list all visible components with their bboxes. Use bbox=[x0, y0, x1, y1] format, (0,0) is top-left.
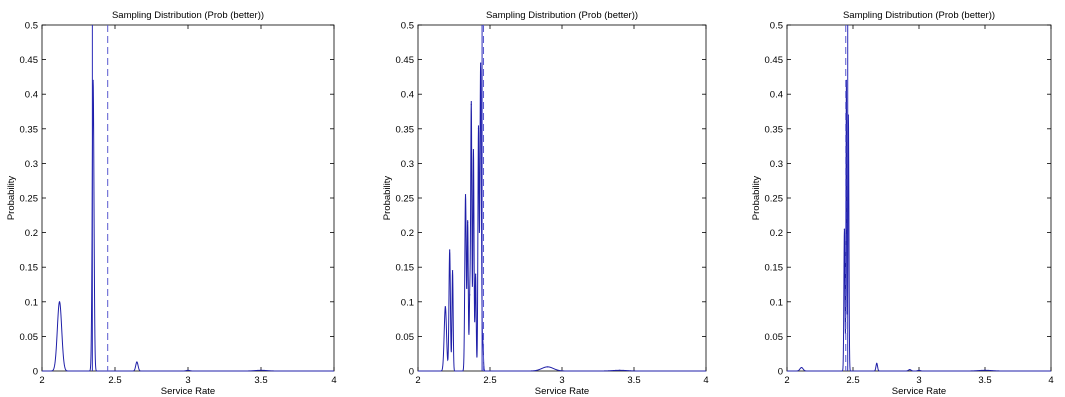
probability-curve bbox=[418, 62, 706, 372]
plot-area-frame bbox=[41, 24, 335, 372]
peak-point-7 bbox=[918, 369, 920, 371]
x-axis-label: Service Rate bbox=[892, 386, 946, 397]
y-tick-label: 0.25 bbox=[20, 194, 39, 205]
peak-point-4 bbox=[187, 369, 189, 371]
y-axis-label: Probability bbox=[6, 176, 17, 221]
x-tick-label: 2.5 bbox=[108, 375, 121, 386]
y-tick-label: 0.45 bbox=[20, 55, 39, 66]
probability-curve bbox=[787, 80, 1051, 372]
y-tick-label: 0.5 bbox=[770, 21, 783, 32]
peak-point-1 bbox=[800, 366, 803, 369]
x-tick-label: 4 bbox=[331, 375, 336, 386]
peak-point-5 bbox=[876, 362, 878, 364]
y-tick-label: 0.5 bbox=[25, 21, 38, 32]
x-tick-label: 2.5 bbox=[483, 375, 496, 386]
peak-point-14 bbox=[619, 369, 621, 371]
peak-point-7 bbox=[470, 103, 472, 106]
peak-point-11 bbox=[480, 62, 482, 64]
y-tick-label: 0.4 bbox=[770, 90, 783, 101]
peak-point-9 bbox=[475, 273, 477, 275]
peak-point-13 bbox=[547, 366, 549, 368]
y-tick-label: 0.15 bbox=[396, 263, 415, 274]
y-tick-label: 0.15 bbox=[765, 263, 784, 274]
x-tick-label: 3 bbox=[916, 375, 921, 386]
y-tick-label: 0.05 bbox=[396, 332, 415, 343]
y-tick-label: 0.2 bbox=[25, 228, 38, 239]
y-tick-label: 0.1 bbox=[770, 297, 783, 308]
y-tick-label: 0.05 bbox=[765, 332, 784, 343]
y-tick-label: 0.25 bbox=[765, 194, 784, 205]
y-axis-label: Probability bbox=[382, 176, 393, 221]
y-tick-label: 0.3 bbox=[401, 159, 414, 170]
y-tick-label: 0.3 bbox=[770, 159, 783, 170]
x-tick-label: 2 bbox=[415, 375, 420, 386]
x-tick-label: 4 bbox=[1048, 375, 1053, 386]
y-tick-label: 0.2 bbox=[770, 228, 783, 239]
y-tick-label: 0.4 bbox=[25, 90, 38, 101]
y-tick-label: 0.35 bbox=[765, 124, 784, 135]
peak-point-3 bbox=[136, 361, 138, 363]
peak-point-8 bbox=[472, 148, 475, 151]
peak-point-1 bbox=[444, 306, 446, 308]
chart-title: Sampling Distribution (Prob (better)) bbox=[486, 10, 638, 21]
x-axis-label: Service Rate bbox=[161, 386, 215, 397]
y-tick-label: 0.35 bbox=[20, 124, 39, 135]
plot-area-frame bbox=[417, 24, 707, 372]
peak-point-6 bbox=[909, 369, 911, 371]
y-tick-label: 0.1 bbox=[401, 297, 414, 308]
y-tick-label: 0.1 bbox=[25, 297, 38, 308]
x-tick-label: 3.5 bbox=[254, 375, 267, 386]
x-tick-label: 2 bbox=[39, 375, 44, 386]
x-tick-label: 2.5 bbox=[846, 375, 859, 386]
x-tick-label: 2 bbox=[784, 375, 789, 386]
peak-point-3 bbox=[451, 270, 454, 272]
peak-point-2 bbox=[449, 249, 451, 251]
chart-panel-2: Sampling Distribution (Prob (better)) Ser… bbox=[382, 10, 709, 397]
peak-point-5 bbox=[467, 221, 469, 223]
x-axis-label: Service Rate bbox=[535, 386, 589, 397]
x-tick-label: 3.5 bbox=[978, 375, 991, 386]
y-tick-label: 0 bbox=[778, 367, 783, 378]
y-axis-label: Probability bbox=[751, 176, 762, 221]
x-tick-label: 3.5 bbox=[627, 375, 640, 386]
y-tick-label: 0.2 bbox=[401, 228, 414, 239]
peak-point-4 bbox=[464, 193, 467, 196]
y-tick-label: 0.05 bbox=[20, 332, 39, 343]
peak-point-6 bbox=[469, 294, 471, 296]
chart-title: Sampling Distribution (Prob (better)) bbox=[843, 10, 995, 21]
peak-point-5 bbox=[260, 369, 262, 371]
plot-area-frame bbox=[786, 24, 1052, 372]
x-tick-label: 3 bbox=[185, 375, 190, 386]
peak-point-10 bbox=[477, 128, 480, 130]
y-tick-label: 0.5 bbox=[401, 21, 414, 32]
peak-point-8 bbox=[984, 369, 986, 371]
y-tick-label: 0.35 bbox=[396, 124, 415, 135]
probability-curve bbox=[42, 80, 334, 372]
chart-panel-3: Sampling Distribution (Prob (better)) Ser… bbox=[751, 10, 1054, 397]
y-tick-label: 0 bbox=[33, 367, 38, 378]
y-tick-label: 0 bbox=[409, 367, 414, 378]
y-tick-label: 0.45 bbox=[765, 55, 784, 66]
peak-point-2 bbox=[843, 228, 846, 230]
x-tick-label: 4 bbox=[703, 375, 708, 386]
chart-title: Sampling Distribution (Prob (better)) bbox=[112, 10, 264, 21]
y-tick-label: 0.3 bbox=[25, 159, 38, 170]
y-tick-label: 0.45 bbox=[396, 55, 415, 66]
y-tick-label: 0.4 bbox=[401, 90, 414, 101]
y-tick-label: 0.25 bbox=[396, 194, 415, 205]
peak-point-1 bbox=[58, 301, 61, 303]
y-tick-label: 0.15 bbox=[20, 263, 39, 274]
x-tick-label: 3 bbox=[559, 375, 564, 386]
chart-panel-1: Sampling Distribution (Prob (better)) Ser… bbox=[6, 10, 337, 397]
